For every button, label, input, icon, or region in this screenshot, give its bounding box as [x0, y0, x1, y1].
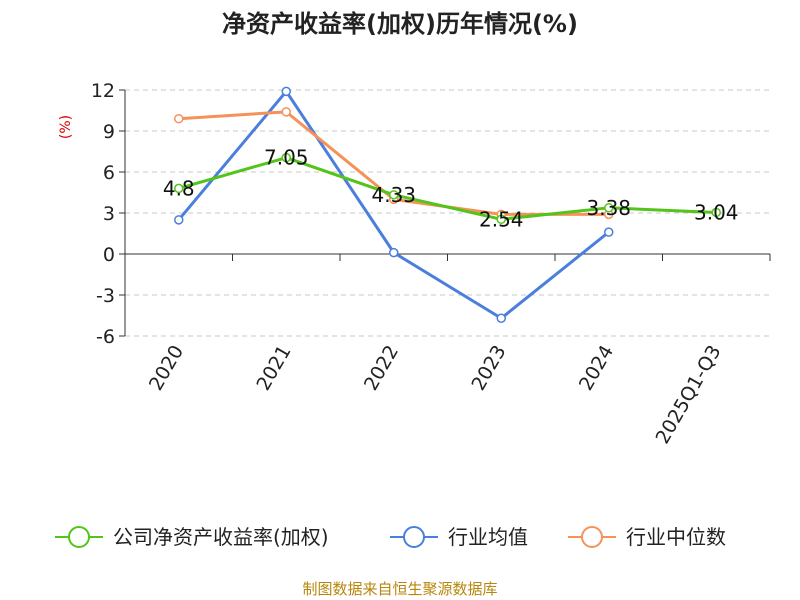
legend: 公司净资产收益率(加权) 行业均值 行业中位数 [55, 525, 726, 549]
chart-canvas: 净资产收益率(加权)历年情况(%) (%) 12 9 6 3 0 -3 -6 2020 2021… [0, 0, 800, 600]
data-labels: 4.8 7.05 4.33 2.54 3.38 3.04 [163, 146, 739, 232]
y-axis-unit-label: (%) [58, 115, 74, 139]
y-tick-label: 12 [91, 80, 115, 102]
x-tick-label: 2020 [145, 342, 188, 395]
x-tick-label: 2024 [575, 342, 618, 395]
y-tick-label: -3 [96, 285, 115, 307]
y-tick-label: 6 [103, 162, 115, 184]
y-tick-label: -6 [96, 326, 115, 348]
series-lines [175, 87, 721, 322]
data-point[interactable] [497, 314, 505, 322]
data-point[interactable] [605, 228, 613, 236]
data-label: 4.8 [163, 176, 195, 200]
x-tick-label: 2025Q1-Q3 [652, 342, 726, 448]
series-line [179, 158, 717, 220]
data-point[interactable] [282, 87, 290, 95]
data-point[interactable] [175, 115, 183, 123]
grid-lines [125, 90, 770, 336]
legend-marker [404, 527, 424, 547]
data-point[interactable] [282, 108, 290, 116]
source-note: 制图数据来自恒生聚源数据库 [302, 580, 497, 598]
y-tick-label: 9 [103, 121, 115, 143]
x-tick-label: 2022 [360, 342, 403, 395]
legend-label[interactable]: 行业中位数 [626, 525, 726, 549]
data-label: 2.54 [479, 207, 524, 231]
data-label: 7.05 [264, 146, 309, 170]
legend-marker [582, 527, 602, 547]
data-label: 4.33 [371, 183, 416, 207]
legend-marker [69, 527, 89, 547]
data-label: 3.38 [586, 196, 631, 220]
axes: 12 9 6 3 0 -3 -6 2020 2021 2022 2023 2024 2025Q1-Q3 [91, 80, 770, 448]
x-tick-label: 2021 [252, 342, 295, 395]
legend-label[interactable]: 公司净资产收益率(加权) [113, 525, 329, 549]
legend-label[interactable]: 行业均值 [448, 525, 528, 549]
data-point[interactable] [175, 216, 183, 224]
y-tick-label: 0 [103, 244, 115, 266]
chart-title: 净资产收益率(加权)历年情况(%) [222, 10, 578, 38]
x-tick-label: 2023 [467, 342, 510, 395]
data-label: 3.04 [694, 200, 739, 224]
y-tick-label: 3 [103, 203, 115, 225]
data-point[interactable] [390, 249, 398, 257]
